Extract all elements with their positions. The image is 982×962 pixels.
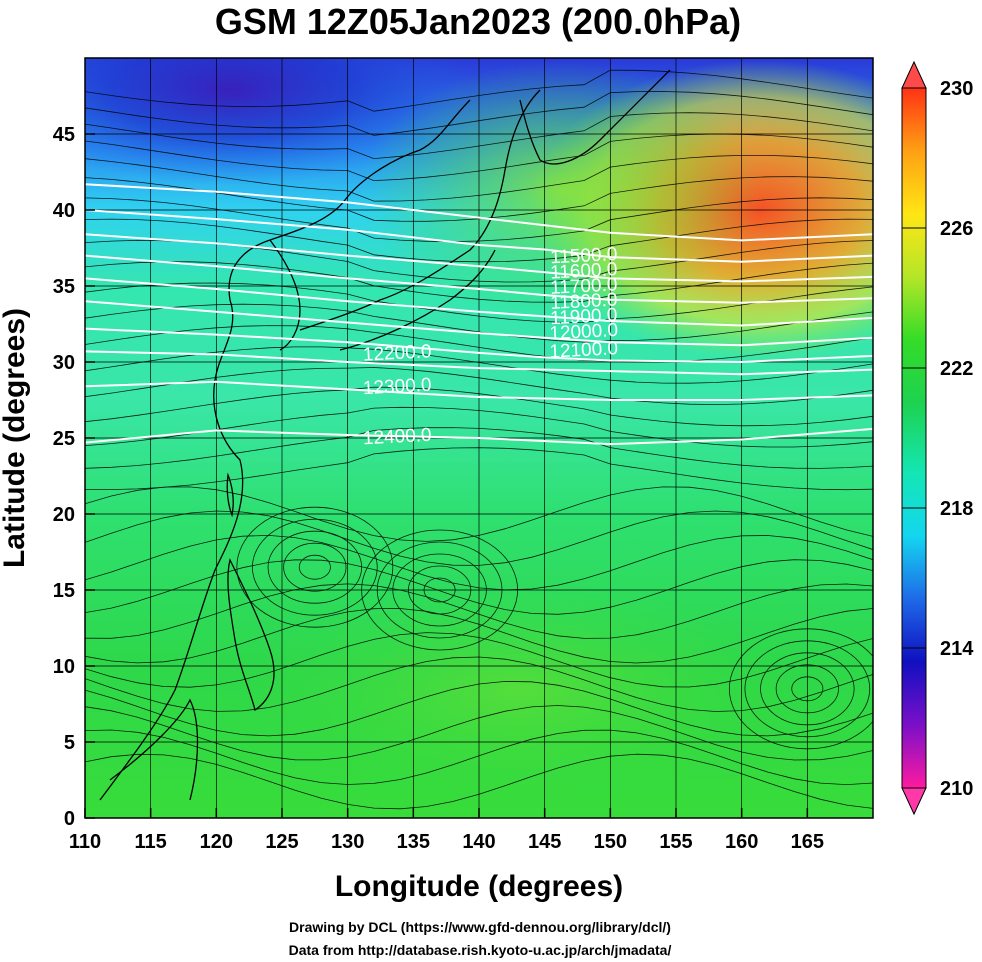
- contour-label: 11600.0: [550, 259, 618, 283]
- credit-line-data: Data from http://database.rish.kyoto-u.a…: [289, 942, 672, 958]
- x-tick-label: 160: [725, 831, 758, 853]
- colorbar-ticks: 230 226 222 218 214 210: [902, 78, 974, 800]
- colorbar-tick-label: 210: [940, 778, 973, 800]
- japan-coastline: [299, 89, 541, 331]
- contour-label: 12100.0: [549, 338, 619, 363]
- contour-label: 11500.0: [550, 244, 618, 268]
- streamline-vortex: [267, 530, 363, 604]
- x-tick-label: 110: [69, 831, 101, 853]
- colorbar: 230 226 222 218 214 210: [901, 60, 974, 816]
- tropical-green-region: [240, 580, 800, 800]
- warm-fringe-region: [360, 60, 760, 320]
- streamline-vortex: [252, 518, 378, 616]
- philippines-coastline: [227, 558, 275, 712]
- contour-line: [85, 254, 873, 304]
- x-tick-label: 135: [397, 831, 430, 853]
- y-axis-ticks: 0 5 10 15 20 25 30 35 40 45: [53, 124, 95, 830]
- contour-label: 12000.0: [549, 320, 619, 345]
- contour-line: [85, 327, 873, 364]
- contour-line: [85, 300, 873, 347]
- y-tick-label: 0: [64, 808, 75, 830]
- colorbar-tick-label: 230: [940, 78, 973, 100]
- honshu-coastline: [339, 249, 496, 351]
- contour-label: 11800.0: [550, 290, 618, 314]
- contour-label: 11900.0: [550, 305, 618, 329]
- x-axis-ticks: 110 115 120 125 130 135 140 145 150 155 160 165: [69, 808, 824, 853]
- streamline-vortex: [298, 554, 331, 580]
- colorbar-min-arrow: [901, 787, 927, 816]
- y-tick-label: 45: [53, 124, 75, 146]
- contour-line: [85, 380, 873, 401]
- contour-line: [85, 350, 873, 376]
- contour-line: [85, 427, 873, 446]
- figure-title: GSM 12Z05Jan2023 (200.0hPa): [215, 1, 741, 42]
- y-tick-label: 20: [53, 504, 75, 526]
- y-tick-label: 30: [53, 352, 75, 374]
- contour-labels: 11500.011600.011700.011800.011900.012000…: [362, 244, 618, 449]
- plot-area: 11500.011600.011700.011800.011900.012000…: [85, 58, 873, 818]
- x-tick-label: 165: [791, 831, 824, 853]
- colorbar-max-arrow: [901, 60, 927, 89]
- x-tick-label: 125: [265, 831, 298, 853]
- x-tick-label: 120: [200, 831, 233, 853]
- borneo-coastline: [109, 698, 199, 801]
- x-tick-label: 150: [594, 831, 627, 853]
- y-tick-label: 10: [53, 656, 75, 678]
- credit-line-dcl: Drawing by DCL (https://www.gfd-dennou.o…: [289, 919, 671, 935]
- contour-line: [85, 277, 873, 327]
- y-tick-label: 35: [53, 276, 75, 298]
- contour-label: 12400.0: [362, 425, 432, 450]
- colorbar-gradient: [901, 87, 927, 789]
- asia-mainland-coast: [99, 99, 471, 801]
- colorbar-tick-label: 226: [940, 218, 973, 240]
- y-tick-label: 15: [53, 580, 75, 602]
- colorbar-tick-label: 218: [940, 498, 973, 520]
- taiwan-coastline: [226, 472, 234, 518]
- contour-label: 12300.0: [362, 375, 432, 400]
- streamline-vortex: [236, 506, 394, 628]
- colorbar-tick-label: 214: [940, 638, 974, 660]
- contour-label: 11700.0: [550, 274, 618, 298]
- contour-label: 12200.0: [362, 341, 432, 366]
- streamline-vortex: [283, 542, 347, 592]
- y-tick-label: 25: [53, 428, 75, 450]
- y-axis-title: Latitude (degrees): [0, 308, 31, 568]
- contour-line: [85, 209, 873, 263]
- x-tick-label: 155: [659, 831, 692, 853]
- colorbar-tick-label: 222: [940, 358, 973, 380]
- x-tick-label: 140: [462, 831, 495, 853]
- x-tick-label: 115: [135, 831, 167, 853]
- contour-lines: [85, 183, 873, 446]
- y-tick-label: 5: [64, 732, 75, 754]
- contour-line: [85, 183, 873, 242]
- x-tick-label: 130: [331, 831, 364, 853]
- x-tick-label: 145: [528, 831, 561, 853]
- x-axis-title: Longitude (degrees): [335, 870, 623, 903]
- contour-line: [85, 233, 873, 283]
- y-tick-label: 40: [53, 200, 75, 222]
